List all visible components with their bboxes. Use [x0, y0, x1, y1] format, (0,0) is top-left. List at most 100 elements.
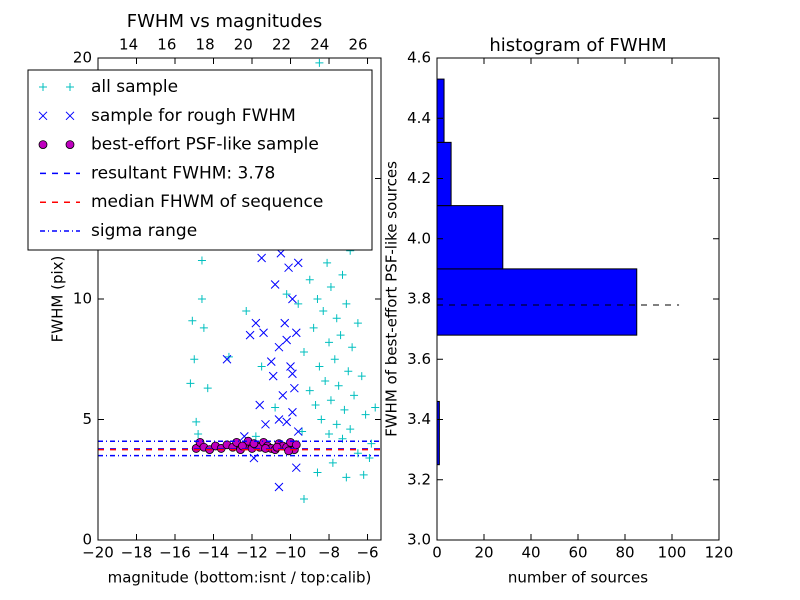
top-tick-label: 24 [310, 36, 329, 54]
point [342, 473, 351, 482]
y-tick-label: 4.2 [407, 169, 431, 187]
bar [436, 268, 638, 336]
point [371, 403, 380, 412]
point [309, 323, 318, 332]
y-tick-label: 0 [82, 531, 92, 549]
point [259, 328, 268, 338]
y-tick-label: 4.4 [407, 109, 431, 127]
point [299, 495, 308, 504]
point [311, 401, 320, 410]
point [261, 419, 270, 429]
point [192, 417, 201, 426]
point [336, 331, 345, 340]
y-tick-label: 4.6 [407, 49, 431, 67]
point [357, 372, 366, 381]
x-tick-label: 60 [568, 544, 587, 562]
point [342, 299, 351, 308]
point [348, 343, 357, 352]
point [276, 248, 286, 258]
y-tick-label: 3.4 [407, 410, 431, 428]
point [266, 357, 276, 367]
point [326, 396, 335, 405]
point [330, 355, 339, 364]
point [251, 432, 260, 441]
point [367, 439, 376, 448]
point [353, 449, 362, 458]
point [274, 342, 284, 352]
point [188, 316, 197, 325]
point [299, 348, 308, 357]
point [222, 354, 232, 364]
point [359, 470, 368, 479]
point [344, 367, 353, 376]
x-tick-label: −10 [275, 544, 307, 562]
bar [436, 78, 445, 143]
point [282, 335, 292, 345]
point [328, 458, 337, 467]
bar [436, 141, 452, 207]
y-axis-label: FWHM (pix) [49, 256, 67, 343]
point [274, 415, 284, 424]
point [293, 427, 303, 436]
x-tick-label: −14 [198, 544, 230, 562]
point [282, 417, 292, 427]
x-tick-label: 20 [474, 544, 493, 562]
chart-title: FWHM vs magnitudes [127, 11, 322, 32]
point [282, 290, 291, 299]
point [325, 338, 334, 347]
point [278, 391, 288, 400]
point [290, 383, 299, 393]
x-tick-label: 40 [521, 544, 540, 562]
legend-label: resultant FWHM: 3.78 [91, 163, 275, 183]
point [350, 391, 359, 400]
y-tick-label: 3.8 [407, 290, 431, 308]
point [313, 468, 322, 477]
point [286, 362, 295, 371]
point [242, 307, 251, 316]
top-tick-label: 20 [234, 36, 253, 54]
x-tick-label: 0 [432, 544, 442, 562]
point [291, 328, 301, 338]
point [326, 282, 335, 291]
legend-label: sample for rough FWHM [91, 106, 296, 126]
point [315, 58, 324, 67]
bar [436, 205, 504, 270]
plot-frame [436, 57, 720, 541]
point [288, 369, 297, 379]
point [293, 258, 303, 268]
point [353, 319, 362, 328]
point [197, 295, 206, 303]
point [284, 446, 293, 456]
point [65, 140, 75, 150]
top-tick-label: 22 [272, 36, 291, 54]
point [197, 256, 206, 265]
point [245, 330, 255, 340]
point [186, 379, 195, 388]
point [284, 263, 293, 273]
point [271, 403, 280, 412]
top-tick-label: 18 [196, 36, 215, 54]
point [321, 376, 330, 385]
x-tick-label: −6 [356, 544, 378, 562]
point [317, 415, 326, 424]
point [346, 425, 355, 434]
point [315, 362, 324, 371]
point [39, 83, 47, 91]
y-axis-label: FWHM of best-effort PSF-like sources [383, 161, 401, 437]
point [334, 381, 343, 390]
point [255, 400, 265, 410]
point [199, 323, 208, 332]
point [340, 405, 349, 414]
point [65, 111, 75, 121]
x-axis-label: magnitude (bottom:isnt / top:calib) [108, 569, 372, 587]
point [325, 429, 334, 438]
y-tick-label: 3.6 [407, 350, 431, 368]
y-tick-label: 20 [73, 49, 92, 67]
x-axis-label: number of sources [508, 569, 648, 587]
point [338, 270, 347, 279]
point [194, 429, 203, 438]
y-tick-label: 3.0 [407, 531, 431, 549]
plot-frame [97, 57, 382, 541]
point [66, 83, 74, 91]
